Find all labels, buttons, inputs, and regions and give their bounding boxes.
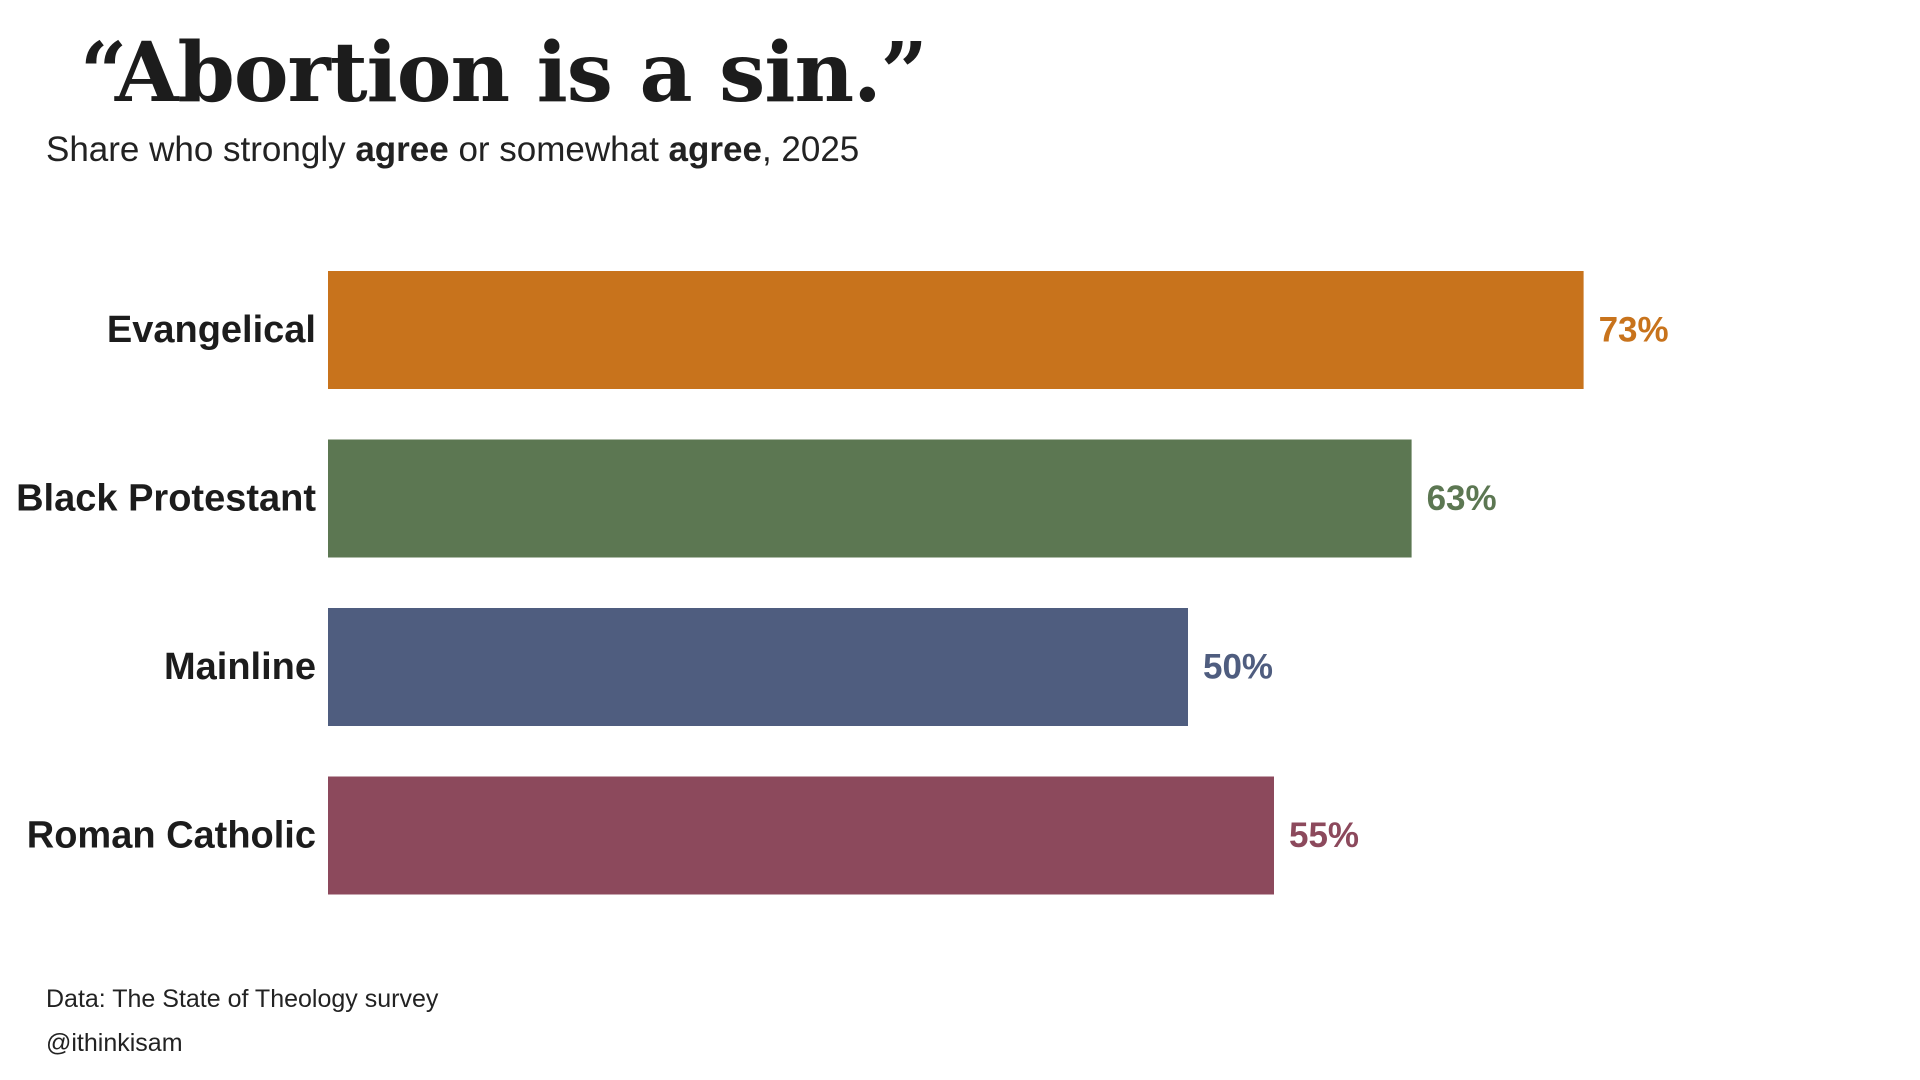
subtitle-emphasis: agree bbox=[668, 130, 762, 169]
subtitle-part: , 2025 bbox=[761, 130, 860, 169]
value-label: 63% bbox=[1427, 479, 1497, 518]
category-label: Mainline bbox=[164, 646, 316, 688]
category-label: Roman Catholic bbox=[27, 815, 316, 857]
subtitle-part: Share who strongly bbox=[46, 130, 356, 169]
bar-roman-catholic bbox=[328, 776, 1274, 895]
bar-black-protestant bbox=[328, 439, 1412, 558]
bar-mainline bbox=[328, 608, 1188, 726]
category-label: Black Protestant bbox=[16, 478, 316, 520]
value-label: 50% bbox=[1203, 648, 1273, 687]
bar-evangelical bbox=[328, 271, 1584, 389]
author-credit: @ithinkisam bbox=[46, 1029, 183, 1057]
data-source: Data: The State of Theology survey bbox=[46, 985, 439, 1013]
category-label: Evangelical bbox=[107, 309, 316, 351]
subtitle-part: or somewhat bbox=[448, 130, 669, 169]
chart-title: “Abortion is a sin.” bbox=[80, 25, 928, 121]
subtitle-emphasis: agree bbox=[355, 130, 449, 169]
value-label: 55% bbox=[1289, 816, 1359, 855]
chart-subtitle: Share who strongly agree or somewhat agr… bbox=[46, 130, 859, 170]
value-label: 73% bbox=[1599, 311, 1669, 350]
